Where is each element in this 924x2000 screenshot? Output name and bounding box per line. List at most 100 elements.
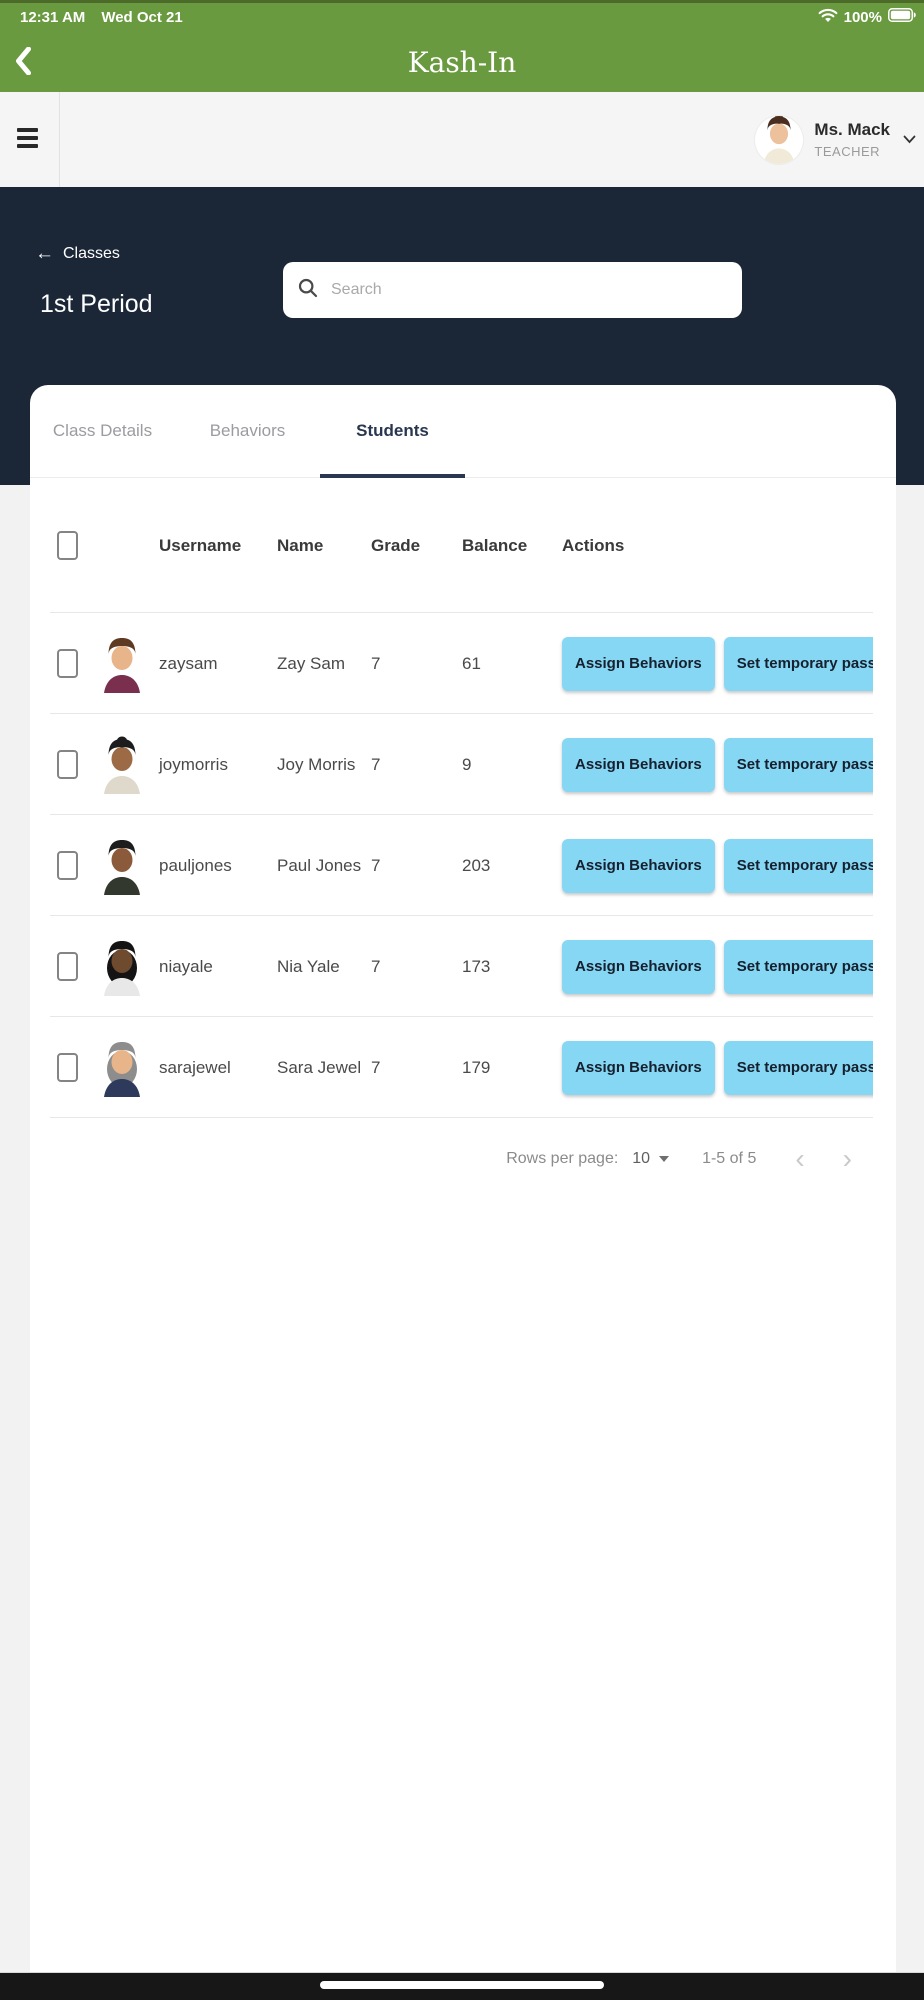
cell-grade: 7 [371, 754, 381, 774]
cell-name: Paul Jones [277, 855, 362, 875]
set-temp-password-button[interactable]: Set temporary password [723, 1040, 873, 1095]
header-name: Name [277, 535, 324, 555]
breadcrumb[interactable]: ← Classes [35, 244, 120, 263]
pagination-range: 1-5 of 5 [702, 1150, 757, 1167]
app-header: Kash-In [0, 32, 924, 92]
tab-behaviors[interactable]: Behaviors [175, 385, 320, 477]
header-actions: Actions [562, 535, 625, 555]
cell-username: sarajewel [159, 1057, 231, 1077]
profile-name: Ms. Mack [814, 120, 890, 139]
cell-grade: 7 [371, 1057, 381, 1077]
table-row: pauljones Paul Jones 7 203 Assign Behavi… [30, 815, 873, 916]
select-all-checkbox[interactable] [57, 531, 78, 560]
cell-balance: 173 [462, 956, 491, 976]
cell-grade: 7 [371, 653, 381, 673]
set-temp-password-button[interactable]: Set temporary password [723, 737, 873, 792]
row-checkbox[interactable] [57, 750, 78, 779]
footer-bar [0, 1972, 924, 2000]
status-time: 12:31 AM [20, 8, 86, 26]
chevron-down-icon [903, 135, 916, 144]
class-card: Class Details Behaviors Students Usernam… [30, 385, 896, 1972]
students-table: Username Name Grade Balance Actions zays… [30, 478, 873, 1118]
profile-role: TEACHER [814, 144, 881, 159]
cell-username: pauljones [159, 855, 232, 875]
cell-name: Joy Morris [277, 754, 356, 774]
cell-actions: Assign Behaviors Set temporary password [562, 1040, 873, 1095]
table-row: zaysam Zay Sam 7 61 Assign Behaviors Set… [30, 613, 873, 714]
assign-behaviors-button[interactable]: Assign Behaviors [562, 636, 715, 691]
battery-percent: 100% [843, 8, 882, 26]
assign-behaviors-button[interactable]: Assign Behaviors [562, 737, 715, 792]
set-temp-password-button[interactable]: Set temporary password [723, 939, 873, 994]
hero-section: ← Classes 1st Period [0, 187, 924, 485]
header-grade: Grade [371, 535, 421, 555]
tab-class-details[interactable]: Class Details [30, 385, 175, 477]
search-box [283, 262, 742, 318]
cell-actions: Assign Behaviors Set temporary password [562, 636, 873, 691]
hamburger-menu-icon[interactable] [17, 128, 38, 148]
student-avatar [100, 635, 159, 693]
cell-name: Zay Sam [277, 653, 346, 673]
assign-behaviors-button[interactable]: Assign Behaviors [562, 939, 715, 994]
arrow-left-icon: ← [35, 243, 54, 264]
cell-grade: 7 [371, 855, 381, 875]
previous-page-button[interactable]: ‹ [795, 1143, 805, 1174]
cell-actions: Assign Behaviors Set temporary password [562, 737, 873, 792]
home-indicator[interactable] [320, 1981, 604, 1989]
cell-actions: Assign Behaviors Set temporary password [562, 838, 873, 893]
battery-icon [888, 8, 916, 26]
status-date: Wed Oct 21 [101, 8, 183, 26]
row-checkbox[interactable] [57, 649, 78, 678]
cell-username: niayale [159, 956, 213, 976]
student-avatar [100, 837, 159, 895]
table-row: niayale Nia Yale 7 173 Assign Behaviors … [30, 916, 873, 1017]
rows-per-page-label: Rows per page: [506, 1150, 619, 1167]
dropdown-caret-icon [659, 1156, 670, 1162]
cell-username: zaysam [159, 653, 218, 673]
app-title: Kash-In [407, 45, 517, 79]
next-page-button[interactable]: › [842, 1143, 852, 1174]
cell-actions: Assign Behaviors Set temporary password [562, 939, 873, 994]
set-temp-password-button[interactable]: Set temporary password [723, 838, 873, 893]
student-avatar [100, 938, 159, 996]
cell-balance: 179 [462, 1057, 491, 1077]
pagination: Rows per page: 10 1-5 of 5 ‹ › [30, 1118, 896, 1200]
tab-bar: Class Details Behaviors Students [30, 385, 896, 478]
table-body: zaysam Zay Sam 7 61 Assign Behaviors Set… [30, 613, 873, 1118]
toolbar: Ms. Mack TEACHER [0, 92, 924, 187]
header-username: Username [159, 535, 242, 555]
tab-students[interactable]: Students [320, 385, 465, 478]
wifi-icon [818, 7, 838, 27]
toolbar-divider [59, 92, 60, 187]
header-balance: Balance [462, 535, 528, 555]
student-avatar [100, 736, 159, 794]
status-bar: 12:31 AM Wed Oct 21 100% [0, 0, 924, 32]
row-checkbox[interactable] [57, 851, 78, 880]
row-checkbox[interactable] [57, 1053, 78, 1082]
cell-name: Nia Yale [277, 956, 340, 976]
cell-balance: 9 [462, 754, 472, 774]
student-avatar [100, 1039, 159, 1097]
cell-grade: 7 [371, 956, 381, 976]
back-button[interactable] [8, 45, 38, 79]
set-temp-password-button[interactable]: Set temporary password [723, 636, 873, 691]
table-header-row: Username Name Grade Balance Actions [30, 478, 873, 613]
cell-balance: 61 [462, 653, 481, 673]
search-input[interactable] [329, 280, 727, 300]
search-icon [298, 278, 318, 303]
assign-behaviors-button[interactable]: Assign Behaviors [562, 1040, 715, 1095]
avatar [755, 115, 804, 164]
cell-balance: 203 [462, 855, 491, 875]
assign-behaviors-button[interactable]: Assign Behaviors [562, 838, 715, 893]
page-title: 1st Period [40, 290, 153, 318]
cell-username: joymorris [159, 754, 228, 774]
table-row: joymorris Joy Morris 7 9 Assign Behavior… [30, 714, 873, 815]
profile-menu[interactable]: Ms. Mack TEACHER [755, 92, 916, 187]
cell-name: Sara Jewel [277, 1057, 362, 1077]
row-checkbox[interactable] [57, 952, 78, 981]
table-row: sarajewel Sara Jewel 7 179 Assign Behavi… [30, 1017, 873, 1118]
rows-per-page-select[interactable]: 10 [632, 1150, 670, 1168]
chevron-left-icon [15, 46, 31, 78]
breadcrumb-label: Classes [63, 244, 120, 262]
